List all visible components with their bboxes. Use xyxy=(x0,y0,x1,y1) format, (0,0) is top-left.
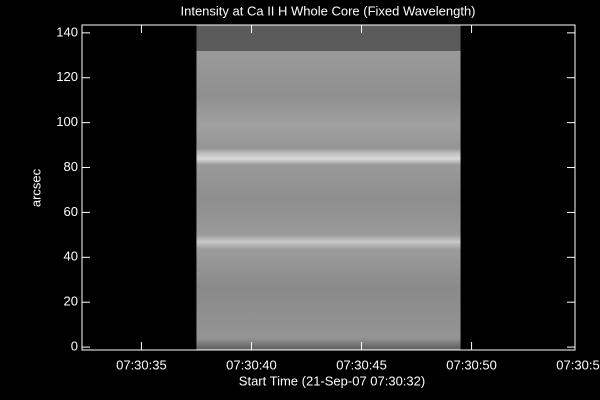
y-axis-label: arcsec xyxy=(28,168,43,207)
y-tick-label: 100 xyxy=(56,114,78,129)
x-tick-label: 07:30:40 xyxy=(226,357,277,372)
x-tick-label: 07:30:35 xyxy=(116,357,167,372)
y-tick-label: 140 xyxy=(56,24,78,39)
intensity-image xyxy=(196,50,461,348)
x-axis-label: Start Time (21-Sep-07 07:30:32) xyxy=(239,373,425,388)
x-tick-label: 07:30:55 xyxy=(556,357,600,372)
chart-title: Intensity at Ca II H Whole Core (Fixed W… xyxy=(180,3,475,18)
x-tick-label: 07:30:45 xyxy=(336,357,387,372)
y-tick-label: 120 xyxy=(56,69,78,84)
image-bottom-band xyxy=(196,347,461,350)
y-tick-label: 0 xyxy=(71,339,78,354)
y-tick-label: 80 xyxy=(64,159,78,174)
y-tick-label: 20 xyxy=(64,294,78,309)
y-tick-label: 60 xyxy=(64,204,78,219)
y-tick-label: 40 xyxy=(64,249,78,264)
x-tick-label: 07:30:50 xyxy=(446,357,497,372)
image-top-band xyxy=(196,25,461,51)
plot-frame xyxy=(81,24,576,351)
